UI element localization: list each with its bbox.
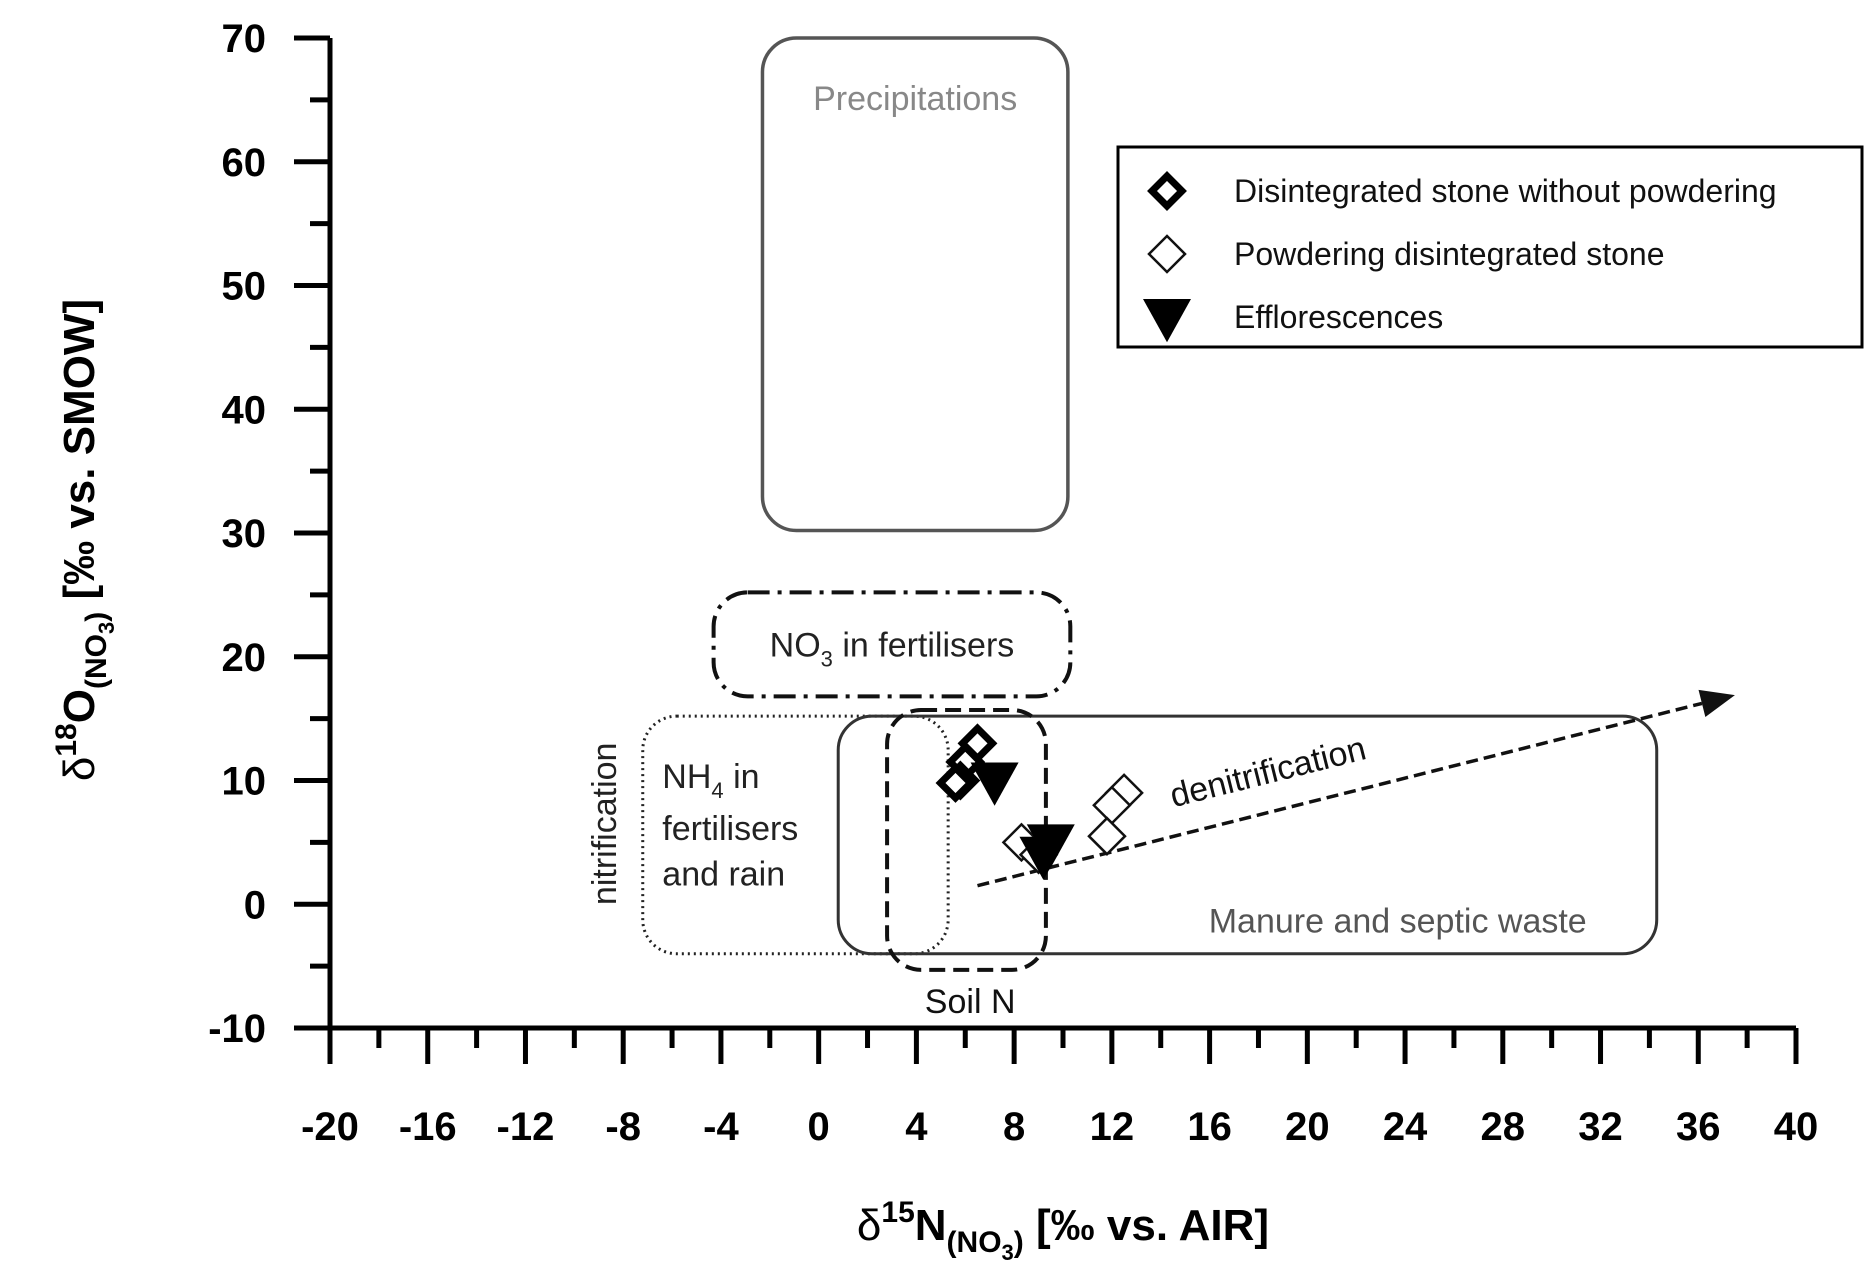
region-label-part: in — [724, 758, 760, 796]
x-title-sub2: 3 — [1002, 1240, 1014, 1265]
nitrification-label: nitrification — [586, 743, 624, 906]
y-title-delta: δ — [55, 757, 104, 782]
region-label-subscript: 4 — [711, 778, 723, 803]
x-tick-label: 16 — [1187, 1105, 1232, 1149]
y-tick-label: 20 — [222, 636, 267, 680]
region-label-manure: Manure and septic waste — [1209, 903, 1587, 941]
region-label-nh4-line3: and rain — [662, 856, 785, 894]
x-title-main: N — [915, 1201, 947, 1250]
y-title-rest: [‰ vs. SMOW] — [55, 299, 104, 612]
legend-label: Powdering disintegrated stone — [1234, 236, 1665, 272]
x-tick-label: 32 — [1578, 1105, 1623, 1149]
legend-box — [1116, 145, 1864, 349]
y-tick-label: -10 — [208, 1007, 266, 1051]
y-axis-ticks: -10 0 10 20 30 40 50 60 70 — [208, 17, 330, 1051]
x-tick-label: -4 — [703, 1105, 739, 1149]
y-tick-label: 10 — [222, 760, 267, 804]
y-tick-label: 40 — [222, 388, 267, 432]
x-axis-title: δ15N(NO3) [‰ vs. AIR] — [857, 1196, 1269, 1265]
x-axis-ticks: -20 -16 -12 -8 -4 0 4 8 12 16 20 24 28 32 36 40 — [301, 1028, 1818, 1149]
region-box — [836, 714, 1659, 956]
x-title-sup: 15 — [881, 1196, 914, 1229]
x-title-rest: [‰ vs. AIR] — [1024, 1201, 1269, 1250]
region-label-no3-fertilisers: NO3 in fertilisers — [770, 626, 1015, 671]
legend-marker — [1147, 234, 1187, 274]
x-tick-label: 0 — [808, 1105, 830, 1149]
y-title-sub2: 3 — [94, 622, 119, 634]
diamond-bold-point — [935, 763, 976, 803]
x-title-delta: δ — [857, 1201, 882, 1250]
denitrification-arrowhead — [1698, 689, 1735, 717]
diamond-open-point — [1087, 816, 1127, 856]
data-points — [935, 723, 1144, 880]
legend-label: Disintegrated stone without powdering — [1234, 173, 1777, 209]
region-label-precipitations: Precipitations — [813, 80, 1017, 118]
y-tick-label: 60 — [222, 141, 267, 185]
x-title-sub3: ) — [1014, 1226, 1024, 1259]
x-tick-label: 24 — [1383, 1105, 1428, 1149]
x-tick-label: 8 — [1003, 1105, 1025, 1149]
region-label-subscript: 3 — [821, 646, 833, 671]
triangle-down-point — [970, 762, 1019, 806]
y-tick-label: 0 — [244, 883, 266, 927]
legend-marker — [1147, 171, 1187, 211]
region-label-part: NH — [662, 758, 711, 796]
x-tick-label: 40 — [1774, 1105, 1819, 1149]
legend-label: Efflorescences — [1234, 299, 1443, 335]
legend: Disintegrated stone without powdering Pow… — [1116, 145, 1864, 349]
region-label-nh4-line2: fertilisers — [662, 810, 798, 848]
y-tick-label: 50 — [222, 265, 267, 309]
source-regions: Precipitations NO3 in fertilisers NH4 in fe… — [641, 36, 1659, 1021]
region-box — [711, 590, 1073, 699]
x-tick-label: -20 — [301, 1105, 359, 1149]
triangle-down-point — [1019, 836, 1068, 880]
x-title-sub: (NO — [947, 1226, 1002, 1259]
x-tick-label: -8 — [605, 1105, 641, 1149]
legend-marker — [1143, 299, 1191, 343]
x-tick-label: 28 — [1481, 1105, 1526, 1149]
region-label-nh4-line1: NH4 in — [662, 758, 759, 803]
y-tick-label: 70 — [222, 17, 267, 61]
y-title-sup: 18 — [50, 723, 83, 756]
x-tick-label: 20 — [1285, 1105, 1330, 1149]
y-title-sub3: ) — [80, 612, 113, 622]
x-tick-label: -16 — [399, 1105, 457, 1149]
x-tick-label: -12 — [497, 1105, 555, 1149]
y-title-sub: (NO — [80, 634, 113, 689]
region-box — [760, 36, 1070, 533]
y-axis-title: δ18O(NO3) [‰ vs. SMOW] — [50, 299, 119, 781]
x-tick-label: 12 — [1090, 1105, 1135, 1149]
region-label-soil-n: Soil N — [925, 983, 1016, 1021]
x-tick-label: 36 — [1676, 1105, 1721, 1149]
x-tick-label: 4 — [905, 1105, 928, 1149]
denitrification-arrow-shaft — [977, 701, 1703, 888]
y-tick-label: 30 — [222, 512, 267, 556]
region-label-part: NO — [770, 626, 821, 664]
y-title-main: O — [55, 689, 104, 723]
denitrification-label: denitrification — [1166, 729, 1370, 815]
region-box — [641, 714, 950, 956]
region-label-part: in fertilisers — [833, 626, 1014, 664]
